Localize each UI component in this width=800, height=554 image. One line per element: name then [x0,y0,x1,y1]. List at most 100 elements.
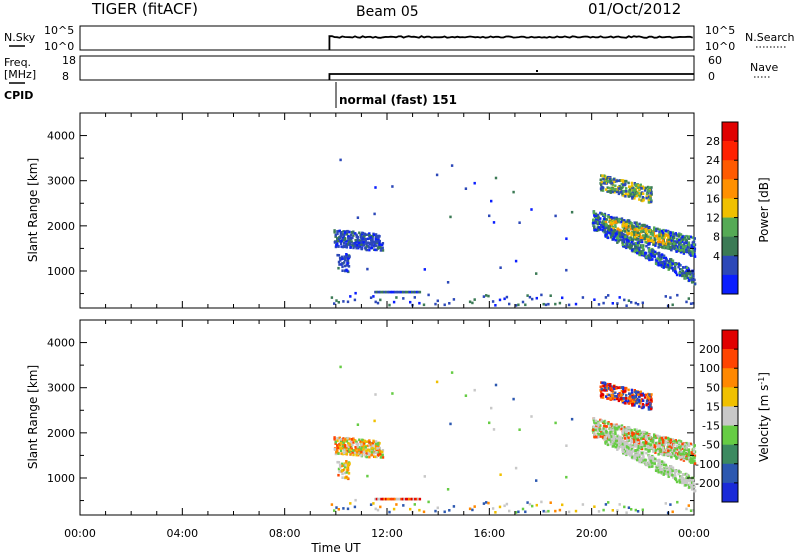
data-cell [364,453,367,457]
data-cell [648,247,651,250]
data-cell [603,229,607,232]
data-cell [337,467,341,471]
data-cell [627,388,630,392]
data-cell [660,448,663,452]
data-cell [625,187,628,190]
data-cell [627,229,630,232]
data-cell [618,231,621,234]
data-cell [337,301,340,304]
data-cell [644,231,647,235]
data-cell [644,234,648,237]
data-cell [682,266,685,269]
data-cell [364,240,367,244]
data-cell [675,246,678,249]
data-cell [671,231,675,234]
data-cell [624,452,627,456]
data-cell [356,235,360,239]
data-cell [630,181,634,185]
data-cell [342,451,346,455]
data-cell [603,389,606,392]
nave-tick-bottom: 0 [708,70,715,83]
data-cell [596,219,599,222]
data-cell [492,428,496,431]
data-cell [681,274,684,278]
data-cell [637,192,641,195]
data-cell [646,392,650,396]
data-cell [344,463,347,467]
data-cell [681,445,685,448]
data-cell [391,185,394,188]
data-cell [617,399,621,403]
data-cell [692,243,696,246]
data-cell [374,444,377,448]
data-cell [356,445,359,448]
data-cell [620,386,623,389]
data-cell [389,497,392,501]
data-cell [422,510,426,514]
data-cell [338,236,341,239]
colorbar-segment [722,217,738,237]
data-cell [605,386,608,390]
data-cell [411,290,414,294]
data-cell [338,470,341,473]
y-tick-label: 1000 [47,265,75,278]
data-cell [669,234,673,238]
data-cell [647,402,650,406]
data-cell [528,502,532,506]
data-cell [653,238,657,242]
data-cell [503,297,506,301]
data-cell [618,184,621,188]
data-cell [358,446,361,449]
data-cell [629,224,632,228]
data-cell [358,231,361,235]
data-cell [655,465,659,469]
data-cell [339,442,342,445]
data-cell [624,192,627,196]
data-cell [535,503,538,507]
data-cell [360,247,363,250]
data-cell [348,236,351,240]
colorbar-tick-label: -50 [702,439,720,452]
data-cell [648,465,651,469]
data-cell [606,431,610,435]
data-cell [657,450,660,453]
data-cell [349,246,352,249]
data-cell [683,271,686,274]
data-cell [616,230,619,233]
data-cell [671,454,674,457]
data-cell [681,245,684,249]
data-cell [644,435,648,439]
data-cell [611,238,615,241]
data-cell [614,235,617,238]
data-cell [377,241,380,245]
data-cell [337,245,340,248]
data-cell [667,449,670,452]
data-cell [647,235,650,238]
data-cell [637,228,641,231]
data-cell [340,464,344,468]
data-cell [380,450,384,454]
data-cell [670,248,673,252]
data-cell [624,450,627,453]
x-tick-label: 00:00 [678,527,710,540]
data-cell [616,241,619,244]
freq-trace [328,73,694,80]
data-cell [418,290,422,294]
data-cell [600,188,603,192]
data-cell [608,186,611,190]
data-cell [656,257,659,260]
data-cell [657,453,660,456]
data-cell [691,236,694,239]
data-cell [377,451,380,454]
data-cell [487,501,490,505]
data-cell [338,237,341,241]
data-cell [361,438,364,442]
data-cell [637,435,641,438]
data-cell [644,226,648,229]
data-cell [409,290,412,294]
data-cell [626,231,629,235]
data-cell [671,438,675,441]
data-cell [621,181,625,185]
data-cell [687,249,691,253]
